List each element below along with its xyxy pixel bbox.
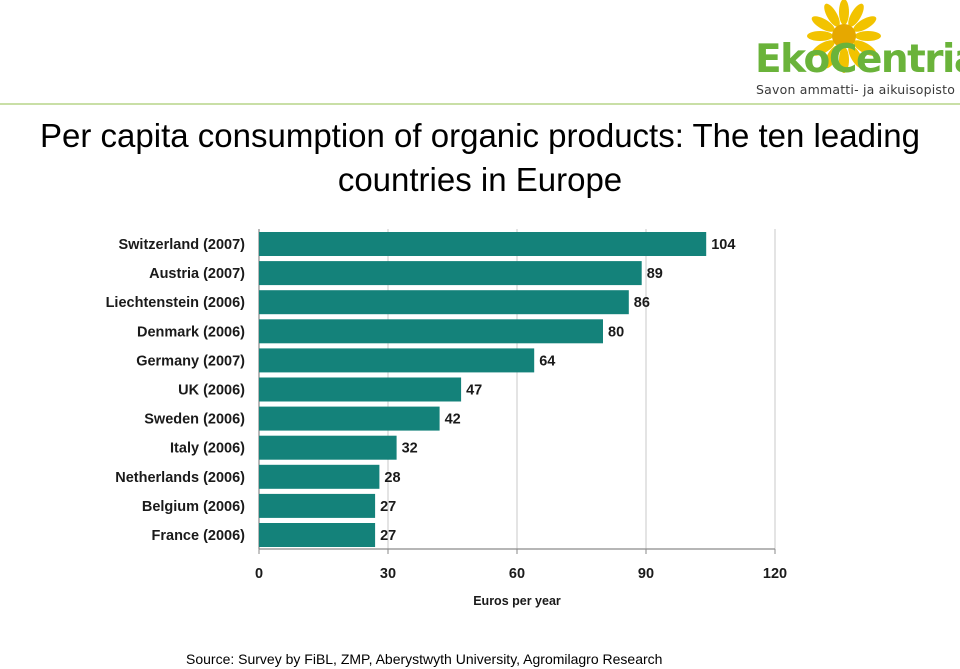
category-label: Netherlands (2006) [115,470,245,486]
value-label: 42 [445,412,461,428]
category-label: Denmark (2006) [137,324,245,340]
category-label: Switzerland (2007) [118,237,245,253]
x-tick-label: 60 [509,566,525,582]
value-label: 64 [539,353,555,369]
bar [259,523,376,547]
ekocentria-logo: EkoCentria Savon ammatti- ja aikuisopist… [748,0,960,108]
value-label: 80 [608,324,624,340]
x-tick-label: 30 [380,566,396,582]
category-label: Italy (2006) [170,441,245,457]
bar [259,464,380,489]
bar [259,435,397,460]
logo-eko-text: Eko [755,37,830,82]
bar [259,348,535,373]
logo-centria-text: Centria [828,37,960,82]
category-label: UK (2006) [178,383,245,399]
x-tick-label: 90 [638,566,654,582]
value-label: 89 [647,266,663,282]
value-label: 32 [402,441,418,457]
x-tick-label: 120 [763,566,787,582]
x-tick-label: 0 [255,566,263,582]
logo-tagline: Savon ammatti- ja aikuisopisto [756,82,956,97]
category-label: Liechtenstein (2006) [106,295,246,311]
value-label: 27 [380,499,396,515]
bar [259,377,462,402]
bar [259,232,707,256]
bar [259,406,440,431]
category-label: Austria (2007) [149,266,245,282]
bar [259,493,376,518]
bar [259,261,642,286]
category-label: Sweden (2006) [144,412,245,428]
bar [259,290,629,315]
value-label: 104 [711,237,735,253]
header-divider [0,103,960,105]
logo-wordmark: EkoCentria [755,38,960,82]
source-note: Source: Survey by FiBL, ZMP, Aberystwyth… [186,651,663,667]
value-label: 27 [380,528,396,544]
category-label: Belgium (2006) [142,499,245,515]
category-label: France (2006) [152,528,246,544]
value-label: 47 [466,383,482,399]
value-label: 86 [634,295,650,311]
sunflower-icon [807,0,881,73]
bar [259,319,603,344]
x-axis-title: Euros per year [473,594,561,608]
value-label: 28 [384,470,400,486]
category-label: Germany (2007) [136,353,245,369]
slide-title: Per capita consumption of organic produc… [40,117,920,198]
